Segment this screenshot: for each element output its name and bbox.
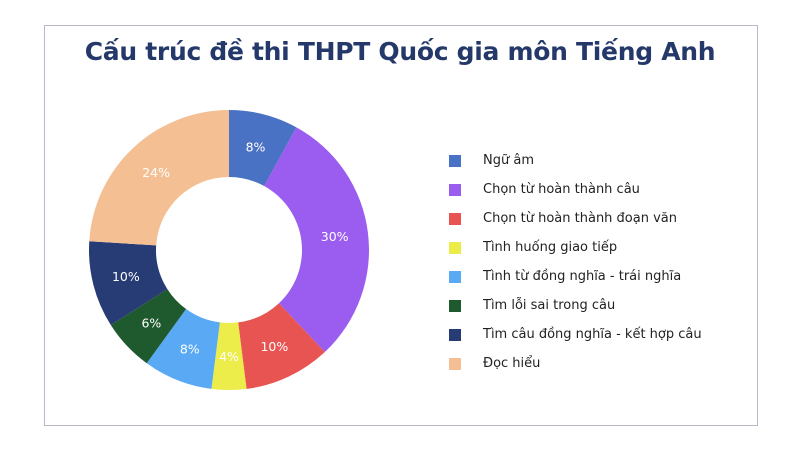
legend-label: Ngữ âm bbox=[483, 153, 534, 168]
slice-percent-label: 10% bbox=[260, 339, 288, 354]
legend-label: Tình huống giao tiếp bbox=[483, 240, 618, 255]
legend-label: Tìm câu đồng nghĩa - kết hợp câu bbox=[483, 327, 702, 342]
legend-item: Tình huống giao tiếp bbox=[449, 233, 702, 262]
legend-item: Tìm câu đồng nghĩa - kết hợp câu bbox=[449, 320, 702, 349]
slice-percent-label: 30% bbox=[321, 229, 349, 244]
legend-swatch bbox=[449, 270, 461, 283]
donut-slice bbox=[238, 303, 325, 389]
legend-swatch bbox=[449, 299, 461, 312]
donut-slice bbox=[264, 127, 370, 353]
legend-swatch bbox=[449, 357, 461, 370]
donut-slice-labels: 8% 30% 10% 4% 8% 6% 10% 24% bbox=[112, 139, 349, 364]
donut-slice bbox=[229, 110, 297, 187]
slice-percent-label: 6% bbox=[141, 315, 161, 330]
legend-label: Tình từ đồng nghĩa - trái nghĩa bbox=[483, 269, 682, 284]
legend-label: Chọn từ hoàn thành đoạn văn bbox=[483, 211, 677, 226]
slice-percent-label: 24% bbox=[142, 165, 170, 180]
legend-item: Tìm lỗi sai trong câu bbox=[449, 291, 702, 320]
slice-percent-label: 10% bbox=[112, 269, 140, 284]
legend: Ngữ âm Chọn từ hoàn thành câu Chọn từ ho… bbox=[449, 146, 702, 378]
donut-slice bbox=[89, 110, 229, 246]
donut-slice bbox=[110, 289, 187, 364]
legend-swatch bbox=[449, 212, 461, 225]
donut-slice bbox=[211, 322, 247, 390]
legend-label: Tìm lỗi sai trong câu bbox=[483, 298, 616, 313]
legend-item: Chọn từ hoàn thành câu bbox=[449, 175, 702, 204]
donut-slice bbox=[146, 309, 220, 389]
slice-percent-label: 8% bbox=[180, 342, 200, 357]
legend-swatch bbox=[449, 154, 461, 167]
donut-slices bbox=[89, 110, 370, 390]
slice-percent-label: 8% bbox=[246, 139, 266, 154]
legend-item: Tình từ đồng nghĩa - trái nghĩa bbox=[449, 262, 702, 291]
legend-item: Đọc hiểu bbox=[449, 349, 702, 378]
legend-label: Đọc hiểu bbox=[483, 356, 541, 371]
donut-slice bbox=[89, 241, 168, 326]
legend-label: Chọn từ hoàn thành câu bbox=[483, 182, 640, 197]
legend-item: Chọn từ hoàn thành đoạn văn bbox=[449, 204, 702, 233]
legend-swatch bbox=[449, 241, 461, 254]
legend-item: Ngữ âm bbox=[449, 146, 702, 175]
legend-swatch bbox=[449, 328, 461, 341]
chart-title: Cấu trúc đề thi THPT Quốc gia môn Tiếng … bbox=[84, 37, 716, 66]
slice-percent-label: 4% bbox=[219, 349, 239, 364]
legend-swatch bbox=[449, 183, 461, 196]
